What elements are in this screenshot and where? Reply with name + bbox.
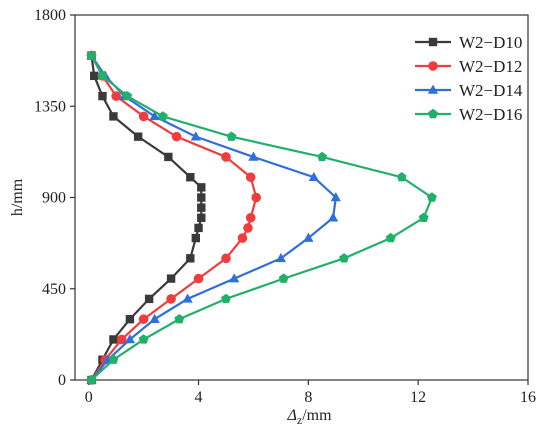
data-point-w2-d10 bbox=[125, 314, 135, 324]
data-point-w2-d10 bbox=[133, 132, 143, 141]
data-point-w2-d14 bbox=[229, 273, 240, 283]
data-point-w2-d16 bbox=[426, 192, 437, 202]
x-tick-label: 8 bbox=[304, 389, 312, 406]
data-point-w2-d14 bbox=[248, 151, 259, 161]
data-point-w2-d14 bbox=[303, 232, 314, 242]
data-point-w2-d10 bbox=[109, 335, 118, 344]
data-point-w2-d12 bbox=[221, 152, 231, 162]
data-point-w2-d12 bbox=[193, 273, 204, 284]
x-axis-title-symbol: Δ bbox=[286, 407, 296, 424]
data-point-w2-d10 bbox=[191, 233, 200, 243]
data-point-w2-d10 bbox=[164, 152, 173, 162]
data-point-w2-d10 bbox=[98, 91, 107, 101]
data-point-w2-d12 bbox=[116, 334, 127, 345]
data-point-w2-d14 bbox=[275, 252, 287, 263]
data-point-w2-d10 bbox=[197, 193, 206, 202]
x-tick-label: 0 bbox=[85, 389, 93, 406]
y-tick-label: 450 bbox=[42, 281, 66, 298]
data-point-w2-d16 bbox=[174, 313, 185, 324]
data-point-w2-d14 bbox=[182, 293, 193, 303]
legend-marker-w2-d16 bbox=[428, 108, 438, 119]
data-point-w2-d10 bbox=[166, 274, 176, 283]
series-line-w2-d12 bbox=[90, 55, 258, 381]
x-tick-label: 12 bbox=[410, 389, 426, 406]
data-point-w2-d10 bbox=[186, 254, 195, 263]
legend-label-w2-d12: W2−D12 bbox=[459, 57, 522, 76]
data-point-w2-d16 bbox=[122, 90, 133, 101]
data-point-w2-d16 bbox=[385, 232, 396, 243]
data-point-w2-d16 bbox=[157, 111, 168, 121]
y-tick-label: 1350 bbox=[34, 98, 66, 115]
x-axis-title: Δz/mm bbox=[286, 407, 332, 427]
data-point-w2-d10 bbox=[197, 203, 206, 212]
data-point-w2-d16 bbox=[226, 131, 237, 141]
series-line-w2-d10 bbox=[90, 55, 203, 381]
data-point-w2-d10 bbox=[197, 183, 206, 192]
x-tick-label: 16 bbox=[520, 389, 536, 406]
data-point-w2-d10 bbox=[186, 173, 195, 182]
data-point-w2-d10 bbox=[194, 223, 203, 233]
data-point-w2-d12 bbox=[166, 294, 176, 304]
data-point-w2-d12 bbox=[245, 172, 256, 183]
data-point-w2-d14 bbox=[330, 192, 341, 202]
data-point-w2-d10 bbox=[109, 112, 118, 121]
data-point-w2-d14 bbox=[327, 212, 339, 222]
data-point-w2-d12 bbox=[237, 233, 248, 243]
data-point-w2-d16 bbox=[339, 253, 350, 263]
data-point-w2-d16 bbox=[86, 50, 97, 60]
x-tick-label: 4 bbox=[195, 389, 203, 406]
data-point-w2-d16 bbox=[221, 293, 231, 304]
legend-marker-w2-d12 bbox=[428, 61, 438, 71]
data-point-w2-d10 bbox=[144, 294, 154, 304]
series-line-w2-d16 bbox=[90, 55, 434, 381]
data-point-w2-d14 bbox=[149, 110, 160, 121]
data-point-w2-d10 bbox=[197, 213, 206, 222]
data-point-w2-d14 bbox=[149, 313, 160, 323]
data-point-w2-d12 bbox=[243, 223, 253, 233]
data-point-w2-d10 bbox=[90, 71, 99, 81]
data-point-w2-d12 bbox=[221, 253, 231, 264]
legend-label-w2-d14: W2−D14 bbox=[459, 81, 523, 100]
data-point-w2-d14 bbox=[124, 334, 136, 344]
legend-marker-w2-d10 bbox=[428, 37, 438, 47]
data-point-w2-d16 bbox=[278, 273, 289, 283]
data-point-w2-d12 bbox=[171, 131, 182, 142]
y-tick-label: 0 bbox=[58, 372, 66, 389]
legend-label-w2-d16: W2−D16 bbox=[459, 105, 522, 124]
data-point-w2-d12 bbox=[111, 91, 121, 101]
data-point-w2-d12 bbox=[138, 111, 149, 122]
data-point-w2-d12 bbox=[245, 212, 256, 223]
legend-label-w2-d10: W2−D10 bbox=[459, 33, 522, 52]
data-point-w2-d16 bbox=[138, 334, 149, 344]
data-point-w2-d16 bbox=[317, 151, 328, 162]
data-point-w2-d12 bbox=[138, 314, 149, 324]
data-point-w2-d16 bbox=[108, 354, 119, 364]
y-axis-title: h/mm bbox=[9, 178, 26, 216]
y-tick-label: 1800 bbox=[34, 7, 66, 24]
y-tick-label: 900 bbox=[42, 190, 66, 207]
data-point-w2-d14 bbox=[308, 171, 319, 182]
legend-marker-w2-d14 bbox=[427, 84, 439, 94]
data-point-w2-d12 bbox=[251, 192, 261, 203]
data-point-w2-d16 bbox=[86, 374, 97, 385]
data-point-w2-d16 bbox=[418, 212, 429, 222]
x-axis-title-unit: /mm bbox=[302, 407, 332, 424]
data-point-w2-d16 bbox=[396, 172, 407, 182]
data-point-w2-d14 bbox=[190, 131, 201, 141]
x-axis-title-subscript: z bbox=[297, 413, 302, 427]
data-point-w2-d16 bbox=[97, 70, 108, 81]
